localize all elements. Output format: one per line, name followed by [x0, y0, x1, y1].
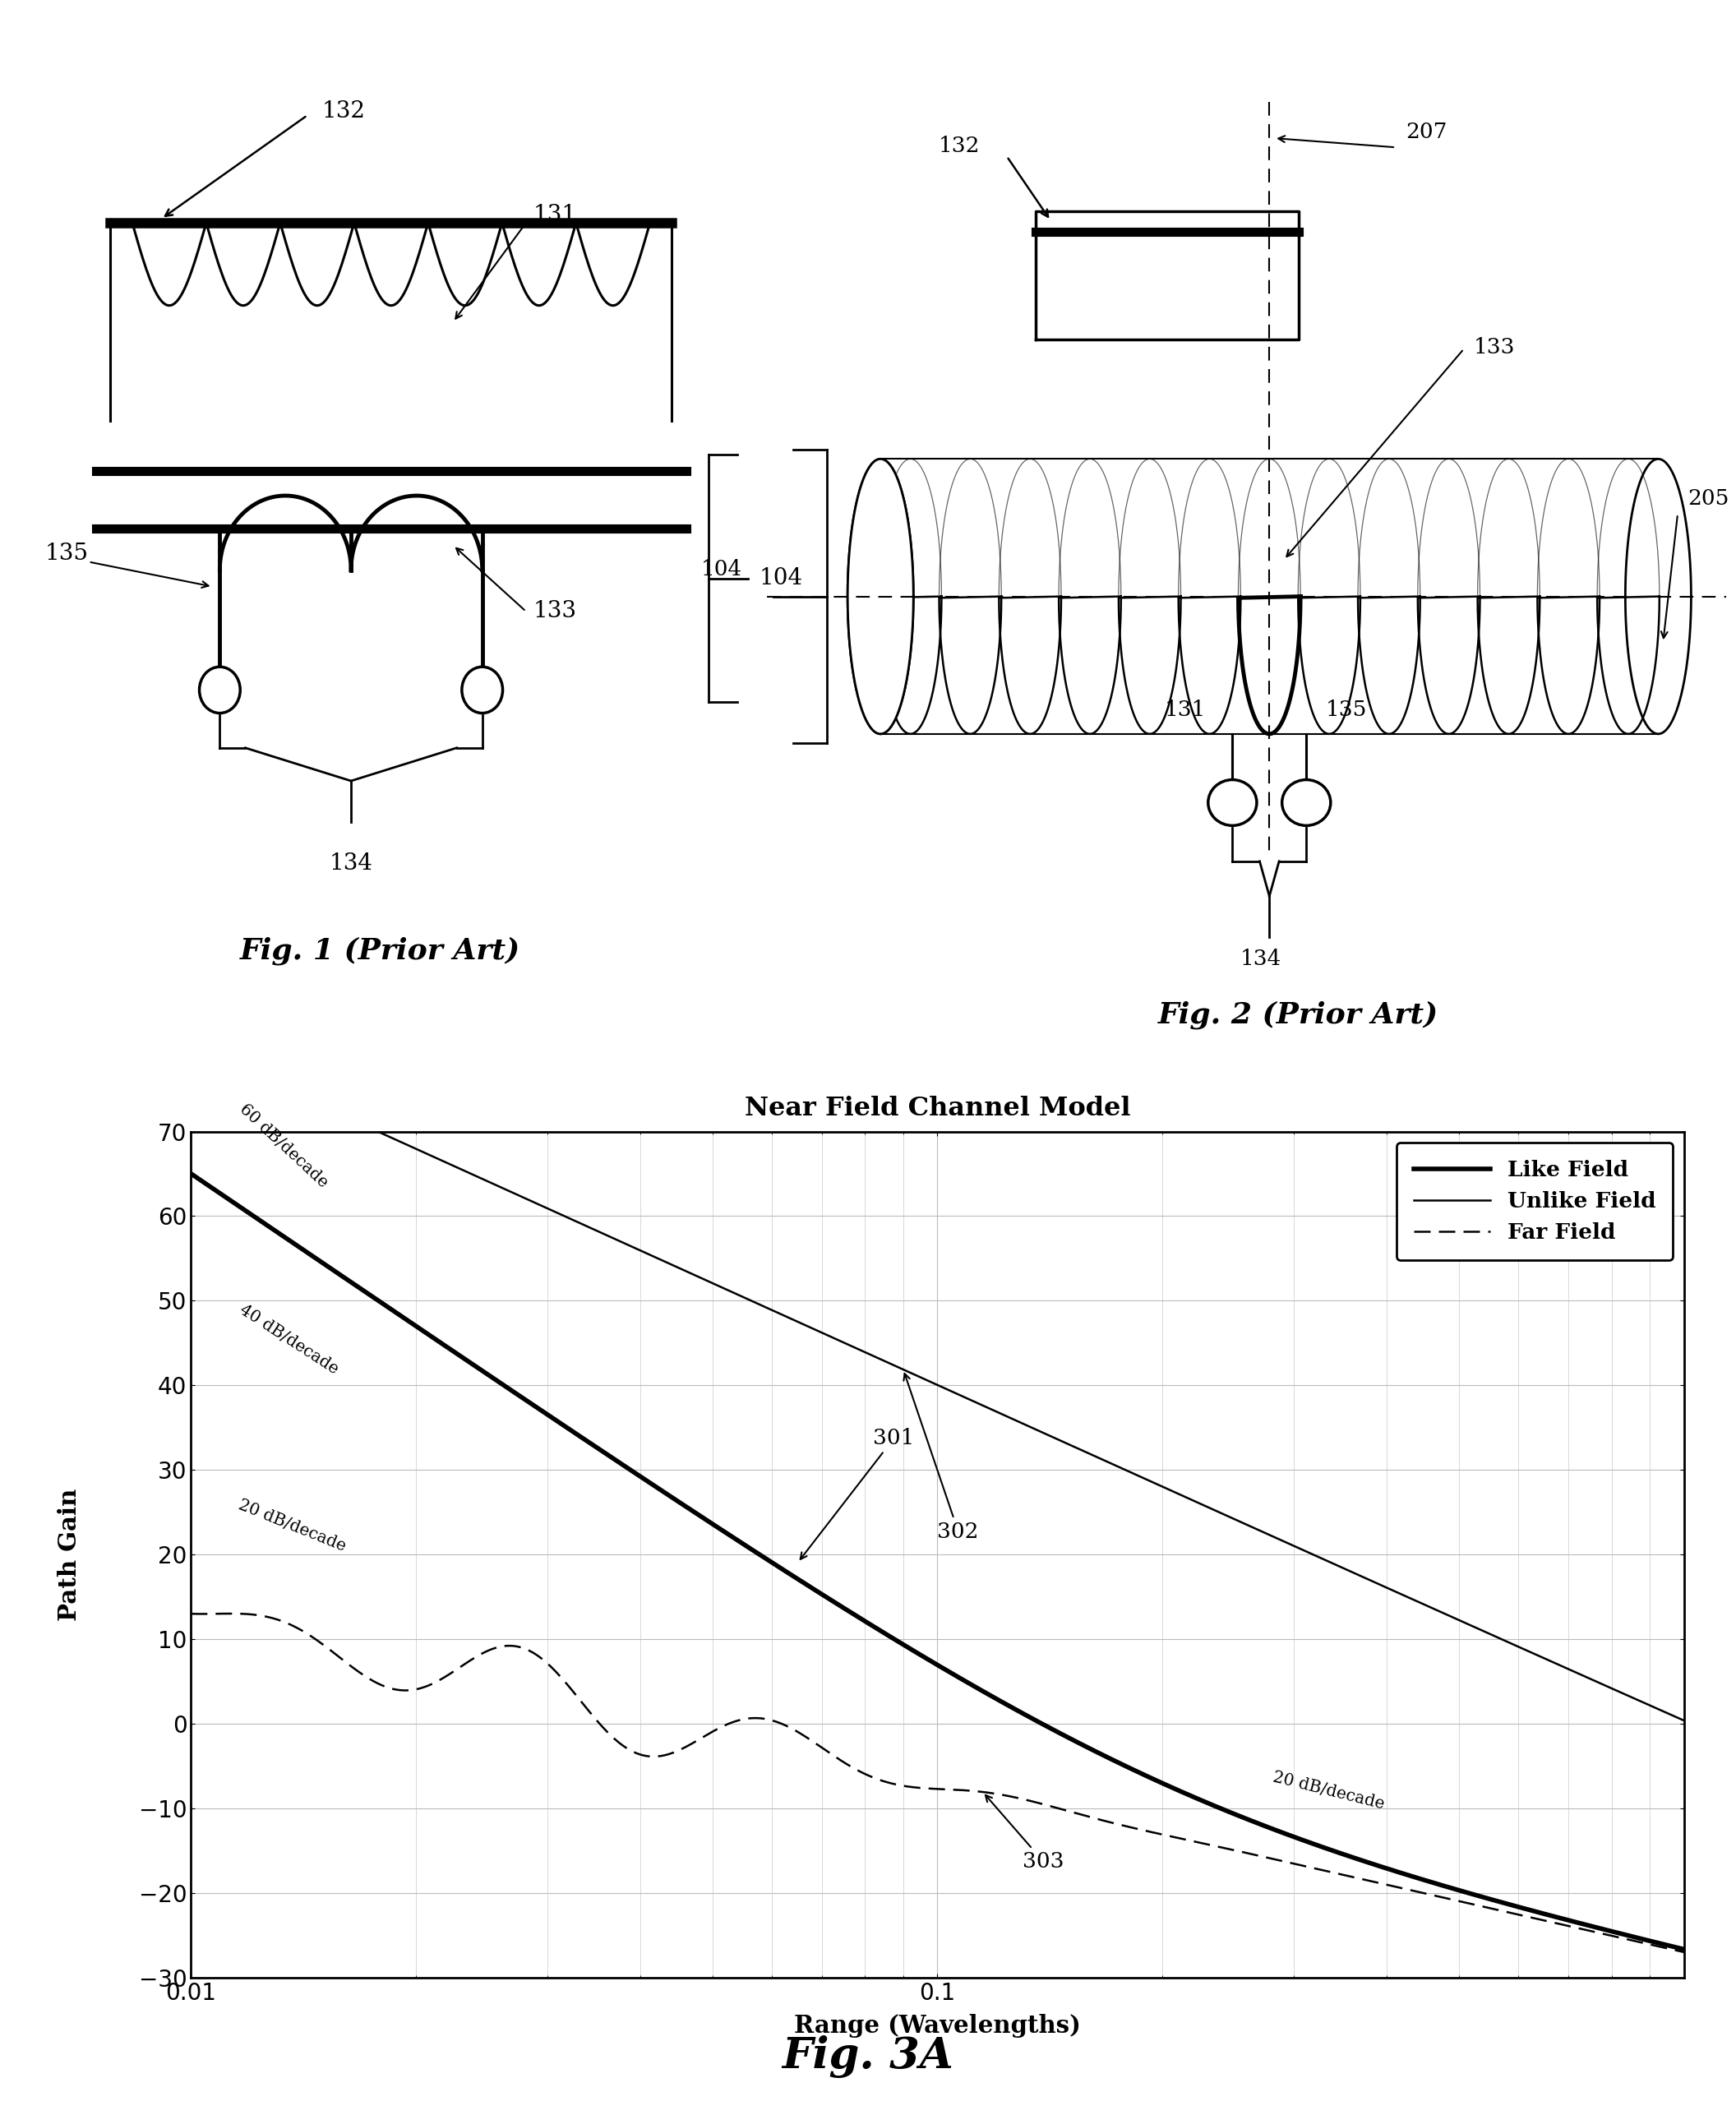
Far Field — [868, 1766, 889, 1791]
Unlike Field — [181, 1034, 201, 1060]
Legend: Like Field, Unlike Field, Far Field: Like Field, Unlike Field, Far Field — [1397, 1142, 1674, 1261]
Circle shape — [462, 666, 503, 713]
Text: 205: 205 — [1687, 489, 1729, 510]
Unlike Field — [1630, 1688, 1651, 1713]
Circle shape — [1208, 780, 1257, 825]
Unlike Field — [1674, 1707, 1694, 1732]
Like Field — [1674, 1937, 1694, 1963]
Like Field — [866, 1616, 887, 1641]
Like Field — [257, 1212, 278, 1237]
Text: 131: 131 — [1165, 700, 1207, 719]
Text: 104: 104 — [701, 558, 741, 580]
Text: 135: 135 — [45, 541, 89, 565]
Text: 207: 207 — [1406, 123, 1448, 142]
Text: 133: 133 — [1474, 336, 1516, 357]
Like Field — [1356, 1849, 1377, 1874]
Far Field — [257, 1605, 278, 1631]
Like Field — [1630, 1927, 1651, 1952]
Text: 40 dB/decade: 40 dB/decade — [236, 1301, 340, 1377]
Text: 135: 135 — [1326, 700, 1368, 719]
Text: 20 dB/decade: 20 dB/decade — [236, 1497, 349, 1555]
Like Field — [906, 1639, 927, 1665]
Text: 133: 133 — [533, 601, 576, 622]
Text: 131: 131 — [533, 203, 576, 226]
Text: Path Gain: Path Gain — [57, 1489, 82, 1620]
Line: Unlike Field: Unlike Field — [191, 1047, 1684, 1719]
Like Field — [181, 1161, 201, 1187]
Circle shape — [1281, 780, 1330, 825]
Far Field — [1674, 1939, 1694, 1965]
Far Field — [1358, 1868, 1378, 1893]
Text: Fig. 3A: Fig. 3A — [783, 2035, 953, 2079]
Text: 301: 301 — [800, 1428, 915, 1559]
Text: 104: 104 — [759, 567, 804, 590]
Text: 302: 302 — [904, 1373, 979, 1542]
Far Field — [181, 1601, 201, 1626]
Text: Fig. 1 (Prior Art): Fig. 1 (Prior Art) — [240, 937, 521, 964]
Unlike Field — [906, 1362, 927, 1387]
X-axis label: Range (Wavelengths): Range (Wavelengths) — [793, 2013, 1082, 2037]
Unlike Field — [1356, 1565, 1377, 1590]
Unlike Field — [866, 1345, 887, 1371]
Line: Like Field: Like Field — [191, 1174, 1684, 1950]
Text: Fig. 2 (Prior Art): Fig. 2 (Prior Art) — [1158, 1000, 1439, 1028]
Far Field — [908, 1774, 929, 1800]
Like Field — [1630, 1927, 1651, 1952]
Unlike Field — [1630, 1688, 1651, 1713]
Text: 134: 134 — [330, 852, 373, 876]
Title: Near Field Channel Model: Near Field Channel Model — [745, 1096, 1130, 1121]
Text: 132: 132 — [939, 135, 981, 157]
Text: 134: 134 — [1240, 948, 1281, 969]
Line: Far Field: Far Field — [191, 1614, 1684, 1952]
Far Field — [220, 1601, 241, 1626]
Far Field — [1630, 1929, 1651, 1954]
Text: 303: 303 — [986, 1796, 1064, 1872]
Text: 132: 132 — [321, 99, 365, 123]
Text: 20 dB/decade: 20 dB/decade — [1271, 1770, 1385, 1813]
Far Field — [1630, 1929, 1651, 1954]
Unlike Field — [257, 1068, 278, 1093]
Text: 60 dB/decade: 60 dB/decade — [236, 1102, 330, 1191]
Circle shape — [200, 666, 240, 713]
Ellipse shape — [847, 459, 913, 734]
